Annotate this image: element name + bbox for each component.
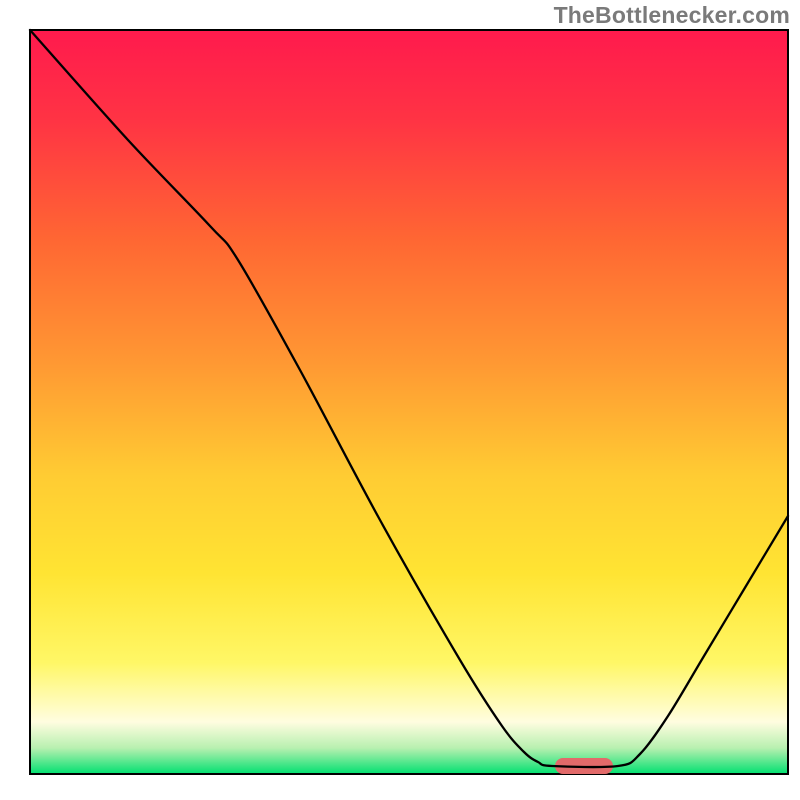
watermark-label: TheBottlenecker.com bbox=[554, 2, 790, 29]
plot-background bbox=[30, 30, 788, 774]
chart-plot bbox=[0, 0, 800, 800]
chart-container: TheBottlenecker.com bbox=[0, 0, 800, 800]
